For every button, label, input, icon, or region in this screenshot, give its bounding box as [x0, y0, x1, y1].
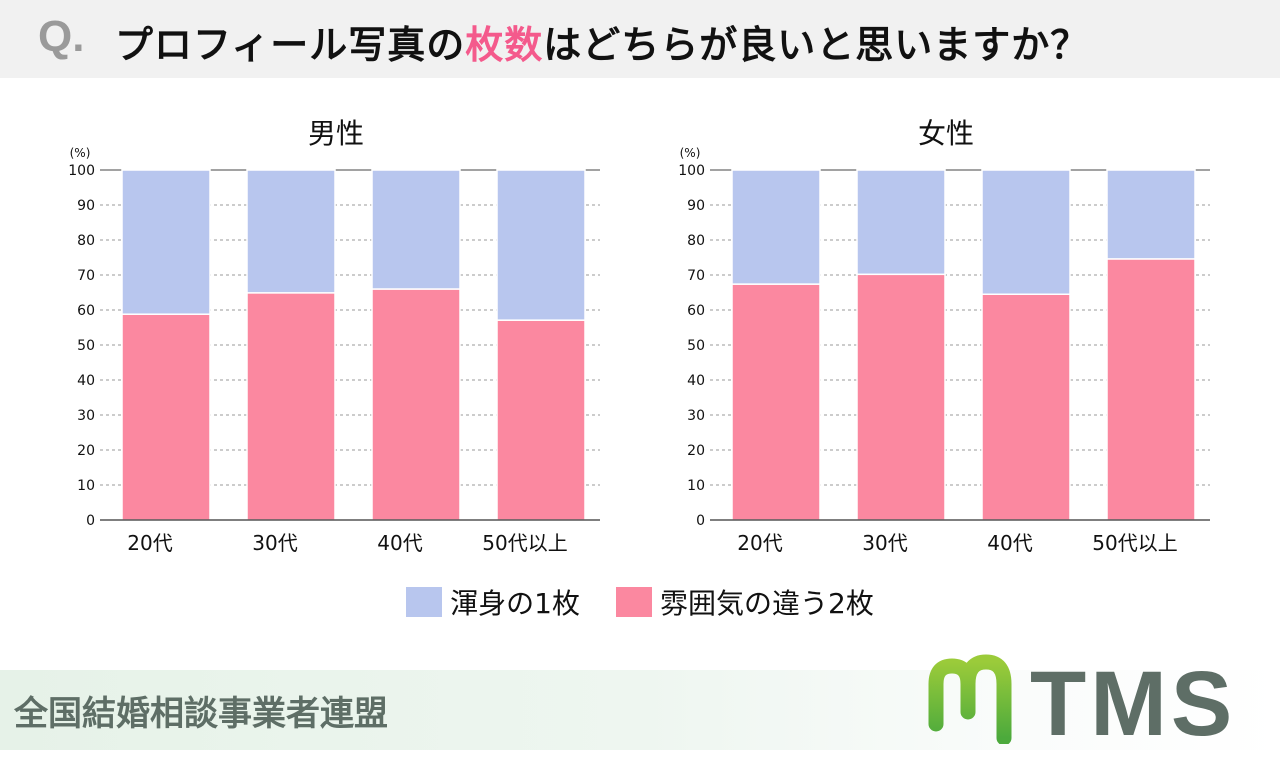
x-tick-label: 40代 [377, 531, 422, 555]
logo-text: TMS [1030, 653, 1237, 755]
y-tick-label: 30 [687, 408, 705, 424]
x-tick-label: 50代以上 [1092, 531, 1177, 555]
bar-segment [856, 169, 946, 276]
x-tick-label: 50代以上 [482, 531, 567, 555]
bar-segment [371, 288, 461, 521]
y-tick-label: 80 [687, 233, 705, 249]
legend-item-one-photo: 渾身の1枚 [406, 582, 580, 622]
bar-segment [731, 169, 821, 285]
title-highlight: 枚数 [465, 23, 544, 67]
bar-segment [496, 169, 586, 321]
legend-swatch [616, 587, 652, 617]
bar-segment [1106, 169, 1196, 260]
y-tick-label: 30 [77, 408, 95, 424]
y-tick-label: 0 [86, 513, 95, 529]
y-axis-unit: (%) [680, 146, 701, 160]
footer: 全国結婚相談事業者連盟 TMS [0, 653, 1280, 755]
legend-label: 雰囲気の違う2枚 [660, 587, 874, 620]
title-part: はどちらが良いと思いますか？ [543, 23, 1090, 67]
y-tick-label: 50 [687, 338, 705, 354]
legend-swatch [406, 587, 443, 617]
question-title: プロフィール写真の枚数はどちらが良いと思いますか？ [115, 14, 1089, 69]
x-tick-label: 30代 [862, 531, 907, 555]
x-tick-label: 40代 [987, 531, 1032, 555]
y-tick-label: 0 [696, 513, 705, 529]
y-tick-label: 60 [687, 303, 705, 319]
y-tick-label: 90 [77, 198, 95, 214]
y-tick-label: 80 [77, 233, 95, 249]
y-tick-label: 50 [77, 338, 95, 354]
y-tick-label: 20 [687, 443, 705, 459]
bar-segment [981, 169, 1071, 295]
bar-segment [121, 313, 211, 521]
y-axis-unit: (%) [70, 146, 91, 160]
chart-title: 男性 [308, 117, 364, 150]
bar-segment [731, 283, 821, 521]
legend: 渾身の1枚 雰囲気の違う2枚 [0, 582, 1280, 622]
bar-segment [496, 319, 586, 521]
legend-item-two-photos: 雰囲気の違う2枚 [616, 582, 874, 622]
title-part: プロフィール写真の [115, 23, 466, 67]
bar-segment [856, 273, 946, 521]
y-tick-label: 90 [687, 198, 705, 214]
organization-name: 全国結婚相談事業者連盟 [14, 694, 388, 734]
y-tick-label: 10 [77, 478, 95, 494]
y-tick-label: 70 [687, 268, 705, 284]
x-tick-label: 20代 [737, 531, 782, 555]
x-tick-label: 20代 [127, 531, 172, 555]
bar-segment [371, 169, 461, 290]
y-tick-label: 40 [687, 373, 705, 389]
q-mark: Q. [38, 12, 85, 61]
y-tick-label: 60 [77, 303, 95, 319]
y-tick-label: 40 [77, 373, 95, 389]
bar-segment [981, 293, 1071, 521]
y-tick-label: 10 [687, 478, 705, 494]
y-tick-label: 20 [77, 443, 95, 459]
bar-segment [1106, 258, 1196, 521]
bar-segment [246, 169, 336, 294]
bar-segment [246, 292, 336, 521]
y-tick-label: 70 [77, 268, 95, 284]
chart-title: 女性 [918, 117, 974, 150]
tms-logo-icon [928, 654, 1012, 744]
bar-segment [121, 169, 211, 315]
y-tick-label: 100 [68, 163, 95, 179]
x-tick-label: 30代 [252, 531, 297, 555]
legend-label: 渾身の1枚 [450, 587, 580, 620]
question-header: Q. プロフィール写真の枚数はどちらが良いと思いますか？ [0, 0, 1280, 78]
y-tick-label: 100 [678, 163, 705, 179]
